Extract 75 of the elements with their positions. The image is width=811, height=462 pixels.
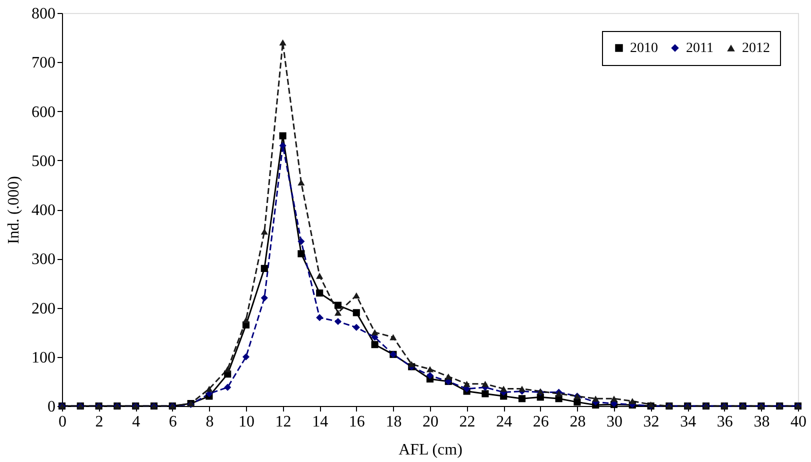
x-tick-label: 40 bbox=[790, 414, 806, 430]
point bbox=[279, 39, 286, 46]
x-tick-label: 16 bbox=[348, 414, 365, 430]
x-tick-label: 34 bbox=[680, 414, 696, 430]
x-tick-label: 2 bbox=[95, 414, 104, 430]
point bbox=[224, 384, 232, 391]
point bbox=[316, 272, 324, 279]
x-tick-label: 30 bbox=[606, 414, 622, 430]
point bbox=[279, 132, 286, 140]
point bbox=[352, 309, 360, 316]
x-tick-label: 6 bbox=[168, 414, 177, 430]
x-tick-label: 4 bbox=[132, 414, 140, 430]
x-tick-label: 38 bbox=[754, 414, 770, 430]
point bbox=[334, 310, 342, 316]
point bbox=[426, 366, 434, 372]
point bbox=[242, 353, 250, 360]
point bbox=[574, 398, 581, 406]
y-tick-label: 800 bbox=[32, 6, 56, 22]
point bbox=[408, 361, 416, 368]
point bbox=[206, 386, 213, 392]
point bbox=[224, 366, 232, 372]
point bbox=[592, 396, 600, 402]
point bbox=[518, 395, 526, 402]
x-axis-title: AFL (cm) bbox=[398, 442, 462, 458]
y-tick-label: 700 bbox=[32, 54, 56, 72]
point bbox=[482, 390, 489, 398]
point bbox=[242, 316, 250, 324]
point bbox=[352, 324, 360, 331]
point bbox=[426, 372, 434, 380]
y-tick-label: 400 bbox=[32, 202, 56, 219]
y-tick-label: 200 bbox=[32, 300, 56, 318]
point bbox=[260, 264, 268, 272]
y-tick-label: 0 bbox=[48, 398, 56, 416]
x-tick-label: 18 bbox=[386, 414, 402, 430]
point bbox=[352, 292, 360, 299]
y-tick-label: 600 bbox=[32, 104, 56, 121]
point bbox=[482, 380, 489, 387]
x-tick-label: 8 bbox=[206, 414, 214, 430]
x-tick-label: 32 bbox=[643, 414, 660, 430]
point bbox=[260, 228, 268, 235]
point bbox=[298, 250, 305, 258]
point bbox=[334, 302, 342, 309]
x-tick-label: 28 bbox=[570, 414, 586, 430]
x-tick-label: 22 bbox=[459, 414, 476, 430]
x-tick-label: 36 bbox=[716, 414, 733, 430]
x-tick-label: 26 bbox=[532, 414, 549, 430]
y-axis-title: Ind. (.000) bbox=[6, 176, 22, 244]
point bbox=[444, 373, 452, 380]
y-tick-label: 300 bbox=[32, 251, 56, 268]
point bbox=[628, 398, 636, 404]
point bbox=[334, 318, 342, 326]
point bbox=[316, 314, 324, 322]
point bbox=[610, 396, 618, 402]
point bbox=[371, 341, 378, 348]
point bbox=[390, 334, 397, 340]
legend-label: 2012 bbox=[742, 41, 770, 56]
legend-label: 2010 bbox=[630, 41, 658, 56]
legend-label: 2011 bbox=[686, 41, 714, 56]
y-tick-label: 500 bbox=[32, 152, 56, 170]
x-tick-label: 14 bbox=[312, 414, 328, 430]
y-tick-label: 100 bbox=[32, 349, 56, 366]
point bbox=[316, 289, 324, 297]
x-tick-label: 24 bbox=[496, 414, 512, 430]
x-tick-label: 20 bbox=[422, 414, 438, 430]
x-tick-label: 0 bbox=[58, 414, 66, 430]
x-tick-label: 12 bbox=[275, 414, 292, 430]
point bbox=[298, 179, 305, 186]
x-tick-label: 10 bbox=[238, 414, 254, 430]
point bbox=[463, 380, 470, 387]
point bbox=[260, 294, 268, 302]
point bbox=[500, 386, 508, 392]
point bbox=[298, 238, 305, 245]
point bbox=[371, 329, 378, 336]
point bbox=[279, 142, 286, 150]
point bbox=[518, 386, 526, 392]
